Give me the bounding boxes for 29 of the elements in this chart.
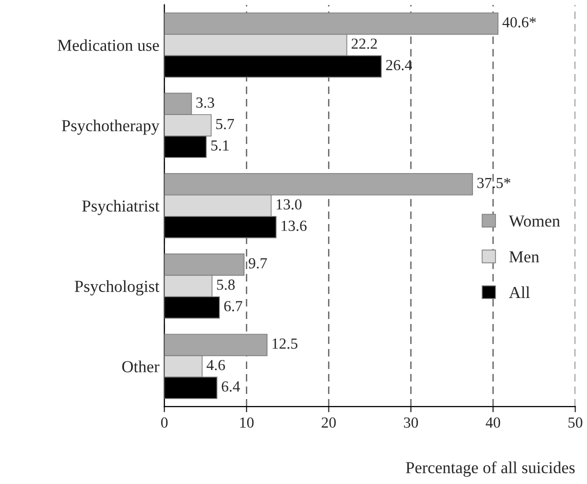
data-label: 4.6 [206,360,225,370]
x-axis-title: Percentage of all suicides [406,461,575,477]
y-tick-label: Psychiatrist [82,200,160,216]
data-label: 12.5 [272,338,298,349]
data-label: 5.7 [216,119,234,130]
data-label: 13.0 [276,199,302,210]
x-tick-label: 10 [240,417,254,428]
x-tick-label: 50 [568,417,582,428]
data-label: 5.1 [211,140,229,151]
data-label: 3.3 [196,97,214,108]
x-tick-label: 30 [404,417,418,428]
data-label: 6.4 [222,381,240,392]
legend-label: Men [509,251,540,262]
x-tick-label: 0 [161,417,168,428]
legend-label: All [508,286,530,298]
legend-label: Women [508,216,560,227]
x-tick-label: 20 [322,417,336,428]
data-label: 22.2 [352,38,377,49]
data-label: 5.8 [217,280,235,290]
y-tick-label: Psychotherapy [62,120,160,135]
data-label: 40.6* [502,17,536,28]
data-label: 6.7 [224,301,242,312]
data-label: 13.6 [282,220,307,232]
y-tick-label: Psychologist [74,280,160,296]
data-label: 37.5* [477,178,510,188]
x-tick-label: 40 [486,417,500,428]
y-tick-label: Other [122,360,160,372]
y-tick-label: Medication use [58,39,159,51]
data-label: 9.7 [248,258,267,269]
